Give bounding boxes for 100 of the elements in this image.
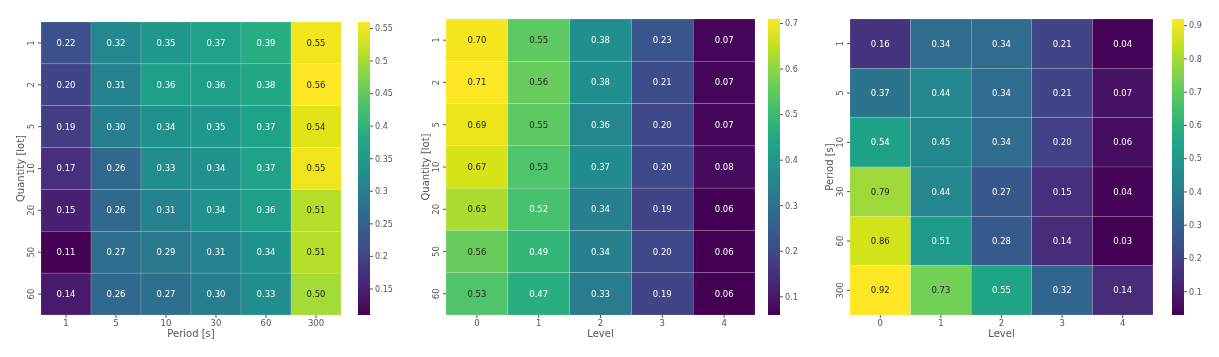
color-bar-label: 0.35	[375, 154, 393, 164]
x-tick-label: 5	[113, 318, 119, 328]
data-label: 0.67	[467, 161, 487, 172]
data-label: 0.34	[931, 38, 951, 49]
data-label: 0.44	[931, 87, 951, 98]
y-tick-label: 60	[431, 288, 441, 300]
y-tick-label: 60	[26, 288, 36, 300]
data-label: 0.37	[591, 161, 610, 172]
color-bar-label: 0.55	[375, 24, 393, 34]
color-bar-label: 0.1	[785, 292, 798, 302]
data-label: 0.34	[256, 247, 276, 258]
data-label: 0.38	[256, 79, 276, 90]
data-label: 0.06	[714, 288, 734, 299]
color-bar-label: 0.5	[1189, 154, 1202, 164]
y-tick-label: 2	[431, 79, 441, 86]
data-label: 0.14	[56, 289, 76, 300]
data-label: 0.39	[256, 37, 276, 48]
data-label: 0.33	[156, 163, 176, 174]
data-label: 0.36	[591, 119, 610, 130]
data-label: 0.86	[870, 235, 890, 246]
color-bar-label: 0.6	[1189, 121, 1202, 131]
color-bar-label: 0.7	[785, 19, 798, 29]
data-label: 0.56	[306, 79, 326, 90]
data-label: 0.27	[992, 186, 1011, 197]
data-label: 0.33	[591, 288, 610, 299]
data-label: 0.54	[870, 137, 890, 148]
color-bar-label: 0.5	[375, 56, 388, 66]
data-label: 0.14	[1052, 235, 1072, 246]
data-label: 0.04	[1113, 186, 1133, 197]
data-label: 0.28	[992, 235, 1011, 246]
data-label: 0.23	[652, 35, 672, 46]
data-label: 0.20	[652, 119, 672, 130]
data-label: 0.36	[156, 79, 176, 90]
data-label: 0.92	[870, 285, 890, 296]
y-tick-label: 10	[431, 161, 441, 173]
x-tick-label: 4	[1119, 318, 1126, 328]
data-label: 0.52	[529, 204, 549, 215]
y-tick-label: 60	[835, 235, 845, 247]
x-tick-label: 3	[1059, 318, 1065, 328]
data-label: 0.20	[652, 246, 672, 257]
data-label: 0.21	[1052, 38, 1072, 49]
data-label: 0.17	[56, 163, 76, 174]
data-label: 0.73	[931, 285, 951, 296]
data-label: 0.37	[870, 87, 890, 98]
data-label: 0.34	[591, 246, 610, 257]
data-label: 0.36	[256, 205, 276, 216]
data-label: 0.33	[256, 289, 276, 300]
y-tick-label: 1	[431, 37, 441, 43]
x-tick-label: 2	[998, 318, 1005, 328]
data-label: 0.07	[714, 35, 734, 46]
data-label: 0.35	[206, 121, 226, 132]
data-label: 0.19	[652, 288, 672, 299]
y-tick-label: 300	[835, 282, 845, 299]
color-bar-label: 0.6	[785, 64, 798, 74]
data-label: 0.16	[870, 38, 890, 49]
data-label: 0.45	[931, 137, 951, 148]
data-label: 0.56	[529, 77, 549, 88]
data-label: 0.07	[714, 119, 734, 130]
data-label: 0.34	[992, 137, 1011, 148]
data-label: 0.26	[106, 163, 126, 174]
y-tick-label: 20	[431, 203, 441, 215]
y-tick-label: 30	[835, 186, 845, 198]
color-bar-label: 0.4	[1189, 187, 1202, 197]
data-label: 0.79	[870, 186, 890, 197]
data-label: 0.06	[714, 246, 734, 257]
y-axis-title: Quantity [lot]	[420, 133, 431, 201]
data-label: 0.55	[529, 35, 549, 46]
data-label: 0.19	[652, 204, 672, 215]
color-bar-label: 0.4	[375, 121, 388, 131]
color-bar-label: 0.2	[785, 247, 798, 257]
y-axis-title: Quantity [lot]	[15, 134, 26, 203]
data-label: 0.37	[256, 121, 276, 132]
data-label: 0.30	[106, 121, 126, 132]
data-label: 0.22	[56, 37, 76, 48]
y-axis-title: Period [s]	[824, 143, 835, 191]
data-label: 0.08	[714, 161, 734, 172]
color-bar-label: 0.2	[1189, 254, 1202, 264]
data-label: 0.54	[306, 121, 326, 132]
x-tick-label: 300	[307, 318, 325, 328]
data-label: 0.49	[529, 246, 549, 257]
x-axis-title: Level	[587, 328, 614, 339]
x-tick-label: 0	[474, 318, 480, 328]
color-bar-label: 0.4	[785, 155, 798, 165]
color-bar-label: 0.2	[375, 252, 388, 262]
x-axis-title: Period [s]	[167, 328, 215, 339]
data-label: 0.19	[56, 121, 76, 132]
x-tick-label: 3	[659, 318, 666, 328]
data-label: 0.38	[591, 35, 610, 46]
data-label: 0.70	[467, 35, 487, 46]
data-label: 0.36	[206, 79, 226, 90]
data-label: 0.31	[206, 247, 226, 258]
y-tick-label: 1	[835, 40, 845, 47]
y-tick-label: 5	[835, 90, 845, 96]
y-tick-label: 2	[26, 82, 36, 88]
data-label: 0.32	[1052, 285, 1072, 296]
data-label: 0.34	[992, 87, 1011, 98]
y-tick-label: 5	[26, 123, 36, 130]
color-bar-label: 0.45	[375, 89, 393, 99]
data-label: 0.27	[106, 247, 126, 258]
color-bar-label: 0.25	[375, 219, 393, 229]
